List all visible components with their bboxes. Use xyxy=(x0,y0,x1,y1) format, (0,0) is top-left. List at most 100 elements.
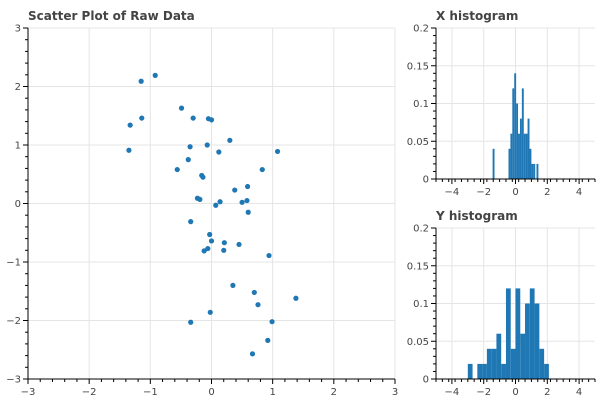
x-tick-label: −2 xyxy=(476,187,491,198)
scatter-point xyxy=(244,197,250,204)
y-tick-label: 0 xyxy=(423,175,429,186)
histogram-bar xyxy=(536,163,539,179)
x-tick-label: 0 xyxy=(512,387,518,398)
scatter-point xyxy=(213,202,219,208)
scatter-point xyxy=(266,252,272,259)
x-tick-label: 0 xyxy=(512,187,518,198)
histogram-bar xyxy=(477,363,483,379)
scatter-point xyxy=(127,122,133,128)
x-tick-label: 3 xyxy=(392,387,398,398)
scatter-point xyxy=(139,115,145,121)
y-histogram-panel: Y histogram −4 −2 0 2 4 0 0.05 0.1 0.15 0.2 xyxy=(407,209,596,398)
scatter-point xyxy=(293,295,299,301)
y-tick-label: 0.05 xyxy=(407,137,429,148)
histogram-bar xyxy=(516,103,519,179)
y-tick-label: 0.2 xyxy=(413,24,429,35)
histogram-bar xyxy=(534,303,540,379)
scatter-point xyxy=(245,209,251,215)
y-tick-label: 1 xyxy=(15,141,21,152)
histogram-bar xyxy=(501,363,506,379)
scatter-point xyxy=(230,282,236,288)
histogram-bar xyxy=(505,288,511,379)
scatter-point xyxy=(236,241,242,248)
histogram-bar xyxy=(515,288,521,379)
scatter-point xyxy=(249,351,256,357)
histogram-bar xyxy=(523,133,526,179)
x-tick-label: −2 xyxy=(82,387,97,398)
y-tick-label: −1 xyxy=(6,258,21,269)
histogram-bar xyxy=(492,148,495,179)
scatter-point xyxy=(239,199,245,205)
histogram-bar xyxy=(510,348,516,379)
x-tick-label: 2 xyxy=(544,387,550,398)
histogram-bar xyxy=(527,118,530,179)
y-tick-label: 0.15 xyxy=(407,261,429,272)
scatter-point xyxy=(221,240,227,246)
histogram-bar xyxy=(533,163,536,179)
x-tick-label: 4 xyxy=(576,187,582,198)
scatter-point xyxy=(232,187,238,193)
histogram-bar xyxy=(521,88,524,179)
histogram-bar xyxy=(525,303,530,379)
scatter-point xyxy=(251,289,257,296)
histogram-bar xyxy=(520,333,526,379)
y-tick-label: 0 xyxy=(15,199,21,210)
scatter-point xyxy=(217,199,223,205)
histogram-bar xyxy=(539,348,545,379)
x-tick-label: 1 xyxy=(269,387,275,398)
scatter-point xyxy=(204,142,210,148)
y-tick-label: −3 xyxy=(6,375,21,386)
scatter-point xyxy=(200,174,206,180)
scatter-title: Scatter Plot of Raw Data xyxy=(28,9,195,23)
y-tick-label: 0.2 xyxy=(413,224,429,235)
y-tick-label: 0.15 xyxy=(407,61,429,72)
histogram-bar xyxy=(508,148,511,179)
y-tick-label: 3 xyxy=(15,24,21,35)
histogram-bar xyxy=(496,333,502,379)
scatter-point xyxy=(188,319,194,325)
histogram-bar xyxy=(486,348,492,379)
scatter-point xyxy=(185,157,191,163)
scatter-point xyxy=(221,247,227,253)
histogram-bar xyxy=(510,133,513,179)
y-tick-label: 0 xyxy=(423,375,429,386)
scatter-point xyxy=(126,147,132,153)
scatter-point xyxy=(208,117,215,123)
x-tick-label: 2 xyxy=(331,387,337,398)
x-tick-label: 4 xyxy=(576,387,582,398)
histogram-bar xyxy=(544,363,549,379)
scatter-point xyxy=(265,337,271,343)
scatter-point xyxy=(207,309,213,315)
y-tick-label: −2 xyxy=(6,316,21,327)
y-histogram-title: Y histogram xyxy=(435,209,518,223)
scatter-point xyxy=(255,302,261,308)
scatter-point xyxy=(138,78,144,84)
scatter-point xyxy=(201,248,207,254)
scatter-point xyxy=(188,219,194,225)
y-tick-label: 0.05 xyxy=(407,337,429,348)
scatter-point xyxy=(227,137,233,143)
y-tick-label: 2 xyxy=(15,82,21,93)
scatter-point xyxy=(259,166,265,173)
scatter-point xyxy=(178,105,185,111)
scatter-point xyxy=(197,196,203,203)
scatter-point xyxy=(274,148,281,155)
scatter-point xyxy=(190,115,196,121)
x-histogram-panel: X histogram −4 −2 0 2 4 0 0.05 0.1 0.15 0.2 xyxy=(407,9,596,198)
x-tick-label: 2 xyxy=(544,187,550,198)
histogram-bar xyxy=(525,133,528,179)
scatter-point xyxy=(152,72,158,78)
scatter-point xyxy=(207,231,213,238)
x-tick-label: 0 xyxy=(208,387,214,398)
scatter-point xyxy=(269,319,275,325)
x-tick-label: −4 xyxy=(445,387,460,398)
x-tick-label: −3 xyxy=(21,387,36,398)
x-histogram-title: X histogram xyxy=(436,9,518,23)
scatter-panel: Scatter Plot of Raw Data −3 −2 −1 0 1 2 3 −3 −2 −… xyxy=(6,9,398,398)
histogram-bar xyxy=(512,88,515,179)
scatter-point xyxy=(216,149,222,155)
histogram-bar xyxy=(514,73,517,179)
histogram-bar xyxy=(518,133,520,179)
histogram-bar xyxy=(529,288,535,379)
x-tick-label: −4 xyxy=(445,187,460,198)
